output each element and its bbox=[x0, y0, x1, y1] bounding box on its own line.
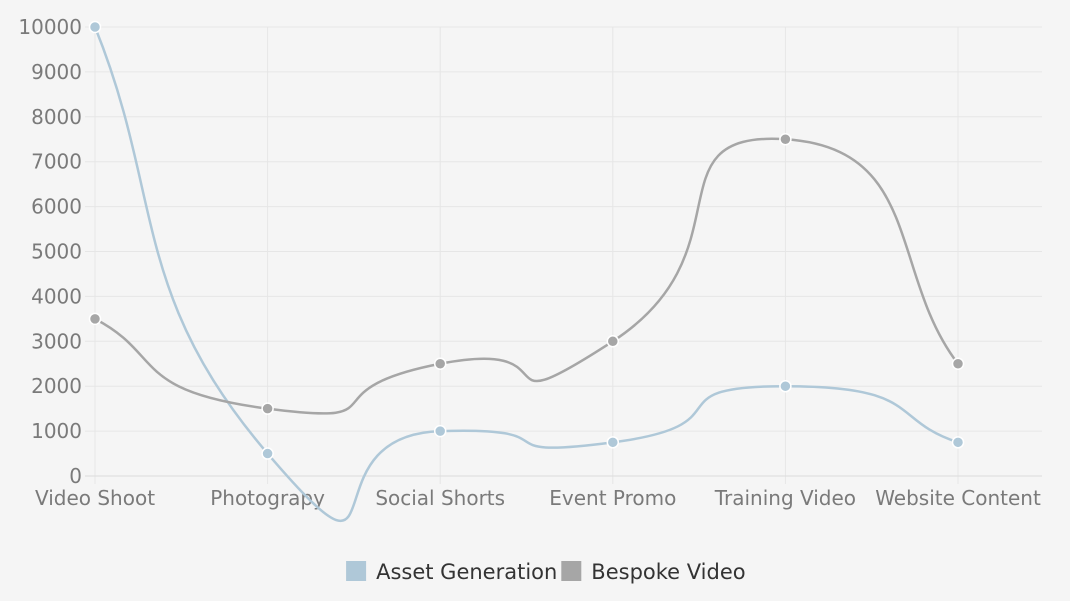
x-tick-label: Social Shorts bbox=[375, 486, 505, 510]
y-tick-label: 3000 bbox=[31, 329, 82, 353]
data-point[interactable] bbox=[779, 133, 792, 146]
y-tick-label: 10000 bbox=[18, 15, 82, 39]
data-point[interactable] bbox=[88, 312, 102, 326]
x-tick-label: Training Video bbox=[714, 486, 856, 510]
data-point[interactable] bbox=[951, 357, 965, 370]
x-tick-label: Website Content bbox=[875, 486, 1041, 510]
data-point[interactable] bbox=[779, 379, 792, 393]
legend-swatch bbox=[561, 561, 582, 581]
axes: 0 1000 2000 3000 4000 5000 6000 7000 8000 9000 100… bbox=[18, 15, 1042, 510]
y-tick-label: 6000 bbox=[31, 195, 82, 219]
y-tick-label: 7000 bbox=[31, 150, 82, 174]
data-point[interactable] bbox=[88, 20, 102, 34]
data-point[interactable] bbox=[606, 436, 620, 449]
grid bbox=[85, 26, 1042, 484]
legend-item[interactable]: Bespoke Video bbox=[561, 560, 746, 584]
legend-item[interactable]: Asset Generation bbox=[346, 560, 557, 584]
series-line-asset-generation bbox=[93, 26, 959, 522]
y-tick-label: 8000 bbox=[31, 105, 82, 129]
x-tick-label: Photograpy bbox=[210, 486, 325, 510]
legend-label: Bespoke Video bbox=[591, 560, 745, 584]
legend-label: Asset Generation bbox=[376, 560, 557, 584]
data-point[interactable] bbox=[606, 335, 620, 348]
x-tick-label: Video Shoot bbox=[35, 486, 155, 510]
legend-swatch bbox=[346, 561, 367, 581]
y-tick-label: 2000 bbox=[31, 374, 82, 398]
legend: Asset Generation Bespoke Video bbox=[346, 560, 746, 584]
data-point[interactable] bbox=[261, 447, 274, 460]
data-points bbox=[88, 20, 965, 460]
y-tick-label: 9000 bbox=[31, 60, 82, 84]
series-line-bespoke-video bbox=[94, 137, 959, 415]
series-lines bbox=[93, 26, 959, 522]
y-tick-label: 1000 bbox=[31, 419, 82, 443]
data-point[interactable] bbox=[433, 424, 447, 438]
data-point[interactable] bbox=[951, 436, 965, 449]
y-tick-label: 5000 bbox=[31, 240, 82, 264]
data-point[interactable] bbox=[433, 357, 447, 370]
y-tick-label: 0 bbox=[69, 464, 82, 488]
data-point[interactable] bbox=[261, 402, 274, 415]
x-tick-label: Event Promo bbox=[549, 486, 676, 510]
y-tick-label: 4000 bbox=[31, 284, 82, 308]
